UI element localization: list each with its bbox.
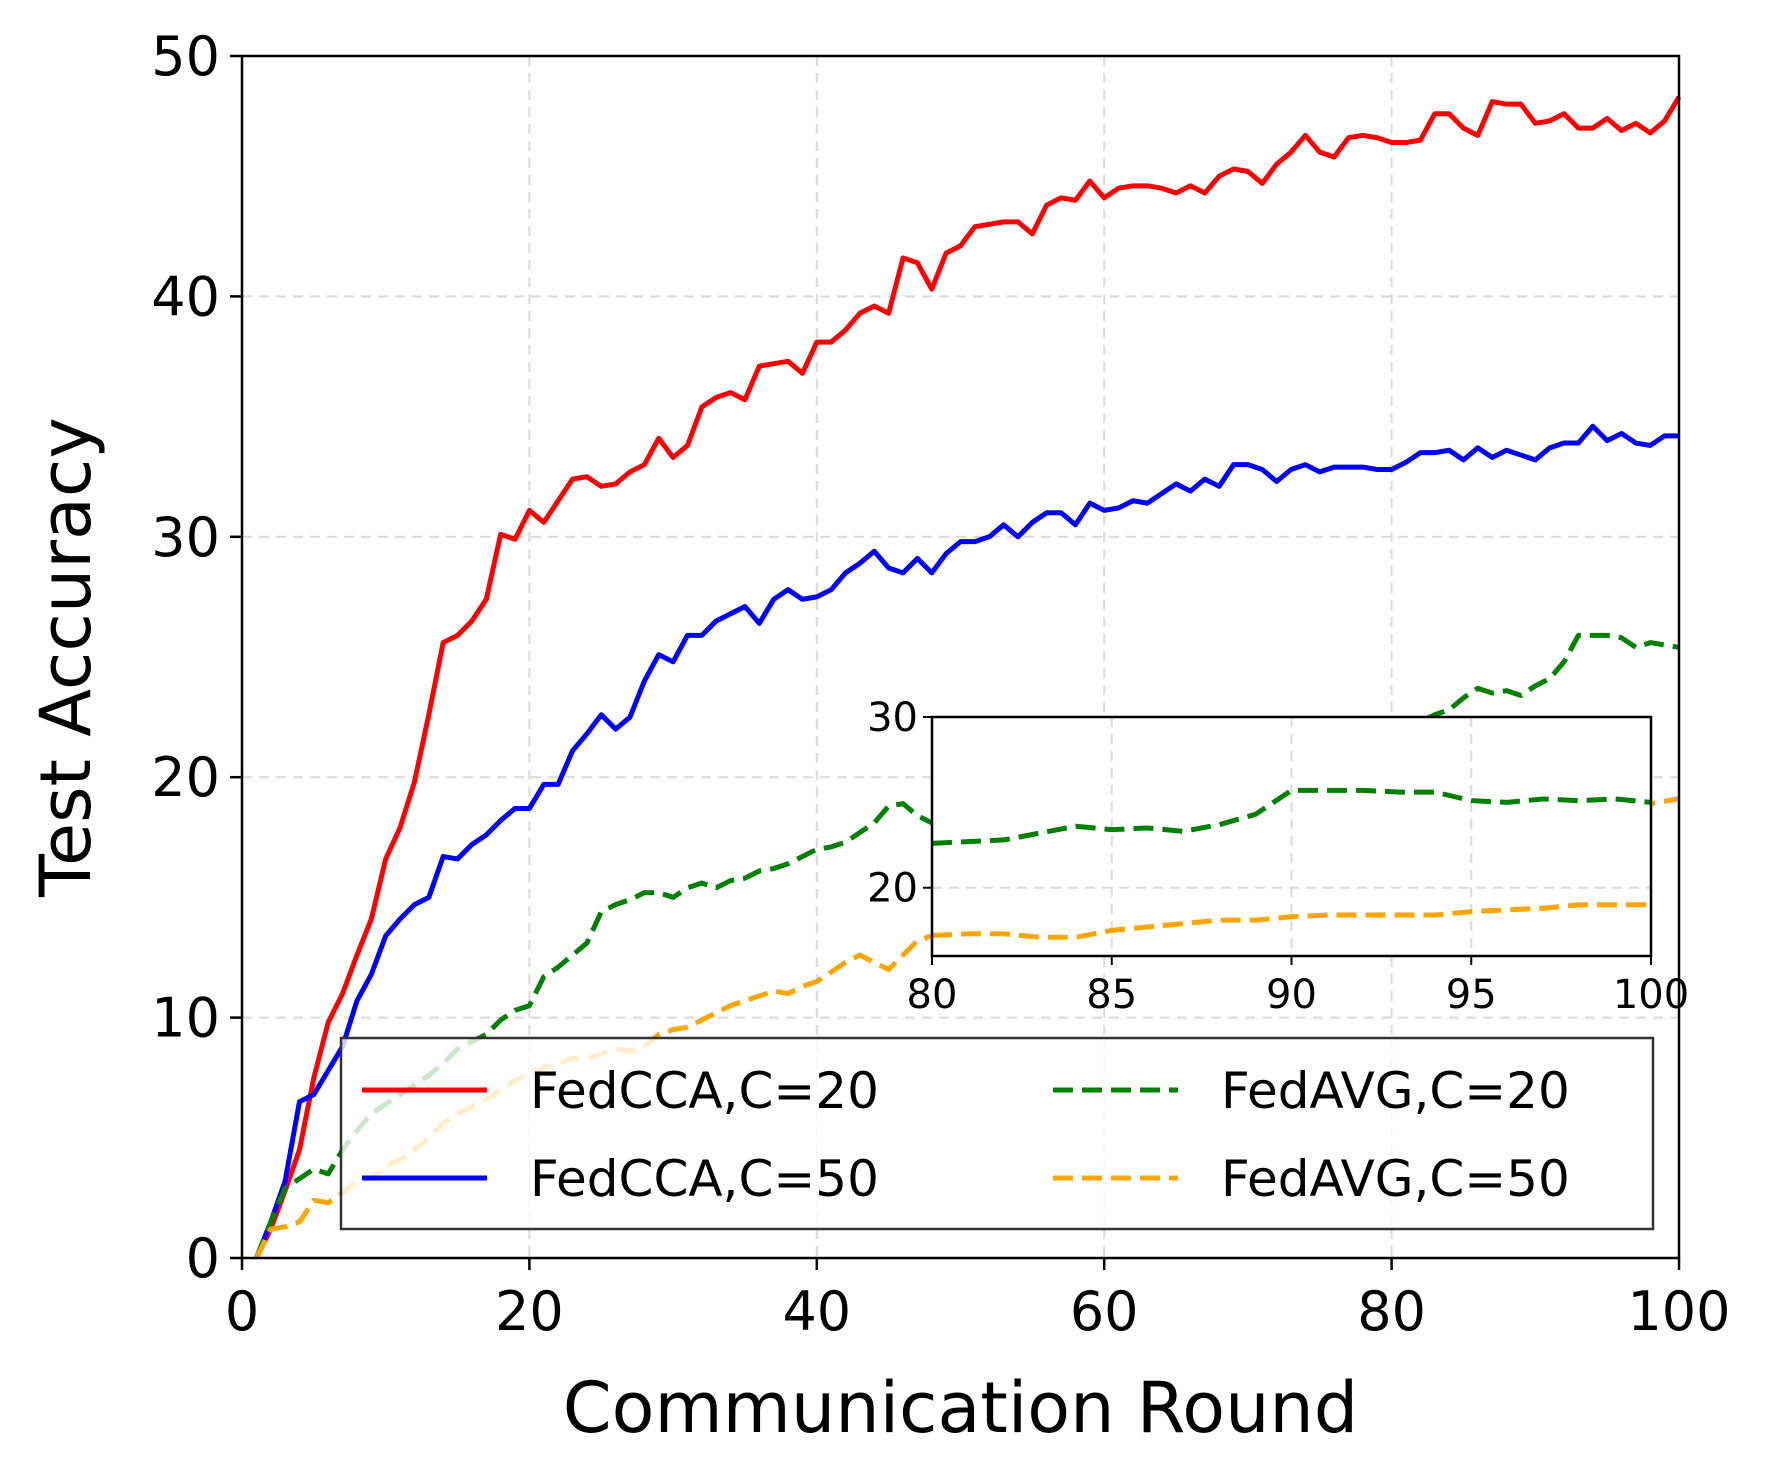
x-tick-label-40: 40	[782, 1280, 851, 1343]
inset-y-tick-label-30: 30	[867, 695, 918, 741]
inset-chart: 80 85 90 95 100 20 30	[867, 695, 1689, 1018]
main-plot-frame	[240, 54, 1681, 1260]
inset-x-tick-label-90: 90	[1266, 972, 1317, 1018]
x-axis-label: Communication Round	[563, 1367, 1358, 1449]
legend-label-fedavg-c50: FedAVG,C=50	[1221, 1150, 1570, 1208]
x-tick-label-100: 100	[1627, 1280, 1730, 1343]
inset-x-tick-label-95: 95	[1446, 972, 1497, 1018]
inset-x-tick-label-85: 85	[1086, 972, 1137, 1018]
inset-series-line-1	[932, 902, 1651, 940]
legend-label-fedcca-c20: FedCCA,C=20	[530, 1062, 879, 1120]
legend: FedCCA,C=20 FedCCA,C=50 FedAVG,C=20 FedA…	[339, 1036, 1655, 1231]
inset-ticks: 80 85 90 95 100 20 30	[867, 695, 1689, 1018]
inset-y-tick-label-20: 20	[867, 866, 918, 912]
legend-label-fedcca-c50: FedCCA,C=50	[530, 1150, 879, 1208]
series-line-fedavg-c-20	[254, 632, 1680, 1259]
x-tick-label-80: 80	[1357, 1280, 1426, 1343]
main-ticks: 0 20 40 60 80 100 0 10 20 30 40 50	[151, 25, 1730, 1343]
y-tick-label-0: 0	[186, 1227, 220, 1290]
series-line-fedcca-c-50	[254, 423, 1679, 1259]
y-tick-label-40: 40	[151, 265, 220, 328]
x-tick-label-0: 0	[225, 1280, 259, 1343]
y-tick-label-50: 50	[151, 25, 220, 88]
inset-x-tick-label-80: 80	[907, 972, 958, 1018]
inset-series-group	[932, 787, 1651, 940]
series-line-fedcca-c-20	[254, 95, 1682, 1260]
y-tick-label-30: 30	[151, 506, 220, 569]
legend-label-fedavg-c20: FedAVG,C=20	[1221, 1062, 1570, 1120]
x-tick-label-60: 60	[1070, 1280, 1139, 1343]
y-axis-label: Test Accuracy	[25, 417, 107, 898]
y-tick-label-10: 10	[151, 987, 220, 1050]
x-tick-label-20: 20	[495, 1280, 564, 1343]
inset-series-line-0	[932, 787, 1651, 846]
inset-x-tick-label-100: 100	[1613, 972, 1689, 1018]
legend-box	[339, 1036, 1655, 1231]
y-tick-label-20: 20	[151, 746, 220, 809]
